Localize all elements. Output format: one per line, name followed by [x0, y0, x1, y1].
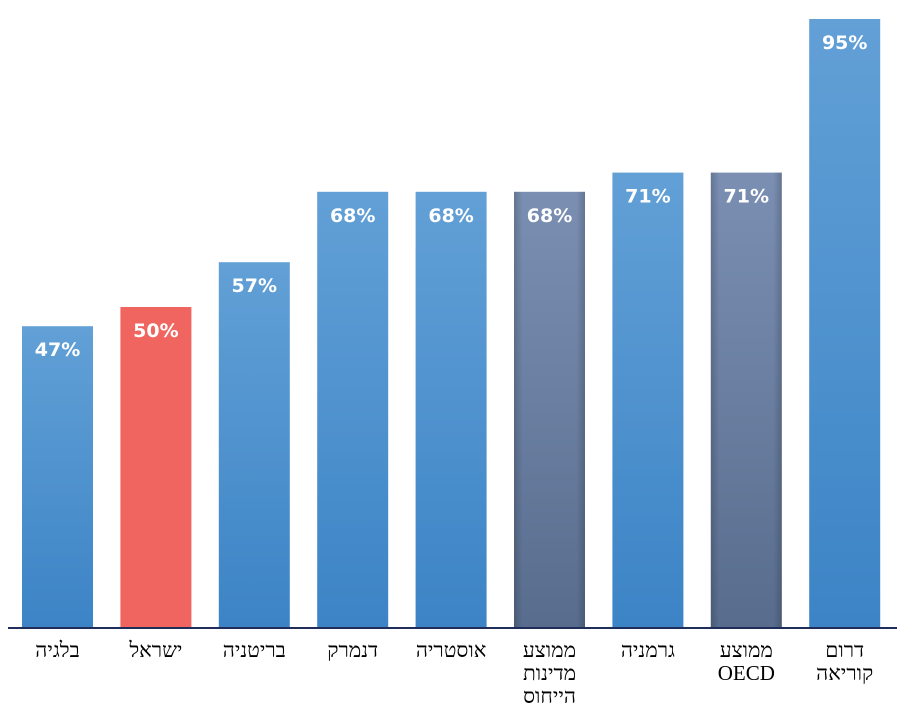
category-labels-group: בלגיה ישראל בריטניה דנמרק אוסטריה ממוצעמדינות…	[35, 638, 873, 706]
value-label-1: 50%	[133, 320, 178, 342]
bar-8	[809, 19, 881, 627]
category-label-5-line-1: מדינות	[523, 661, 576, 685]
bar-0	[22, 326, 93, 627]
value-labels-group: 47% 50% 57% 68% 68% 68% 71% 71% 95%	[35, 32, 868, 361]
bar-3	[317, 191, 389, 628]
bar-1	[120, 307, 192, 627]
category-label-8-line-0: דרום	[825, 638, 864, 662]
category-label-2: בריטניה	[223, 638, 286, 662]
category-label-0: בלגיה	[35, 638, 79, 662]
value-label-7: 71%	[724, 186, 769, 208]
bar-6	[612, 172, 684, 627]
bar-shade-7	[710, 172, 782, 627]
value-label-4: 68%	[428, 205, 473, 227]
category-label-4: אוסטריה	[416, 638, 487, 662]
category-label-7-line-0: ממוצע	[720, 638, 773, 662]
value-label-0: 47%	[35, 339, 80, 361]
bar-4	[415, 191, 487, 628]
value-label-6: 71%	[625, 186, 670, 208]
bar-2	[218, 262, 290, 627]
category-label-5-line-2: הייחוס	[523, 684, 576, 706]
value-label-2: 57%	[232, 275, 277, 297]
category-label-8-line-1: קוריאה	[816, 661, 873, 685]
category-label-6: גרמניה	[621, 638, 675, 662]
bar-shade-5	[514, 191, 585, 628]
category-label-1: ישראל	[128, 638, 182, 662]
value-label-5: 68%	[527, 205, 572, 227]
category-label-5-line-0: ממוצע	[523, 638, 576, 662]
value-label-8: 95%	[822, 32, 867, 54]
bars-group	[22, 19, 881, 628]
category-label-3: דנמרק	[327, 638, 378, 662]
category-label-7-line-1: OECD	[718, 661, 775, 685]
value-label-3: 68%	[330, 205, 375, 227]
